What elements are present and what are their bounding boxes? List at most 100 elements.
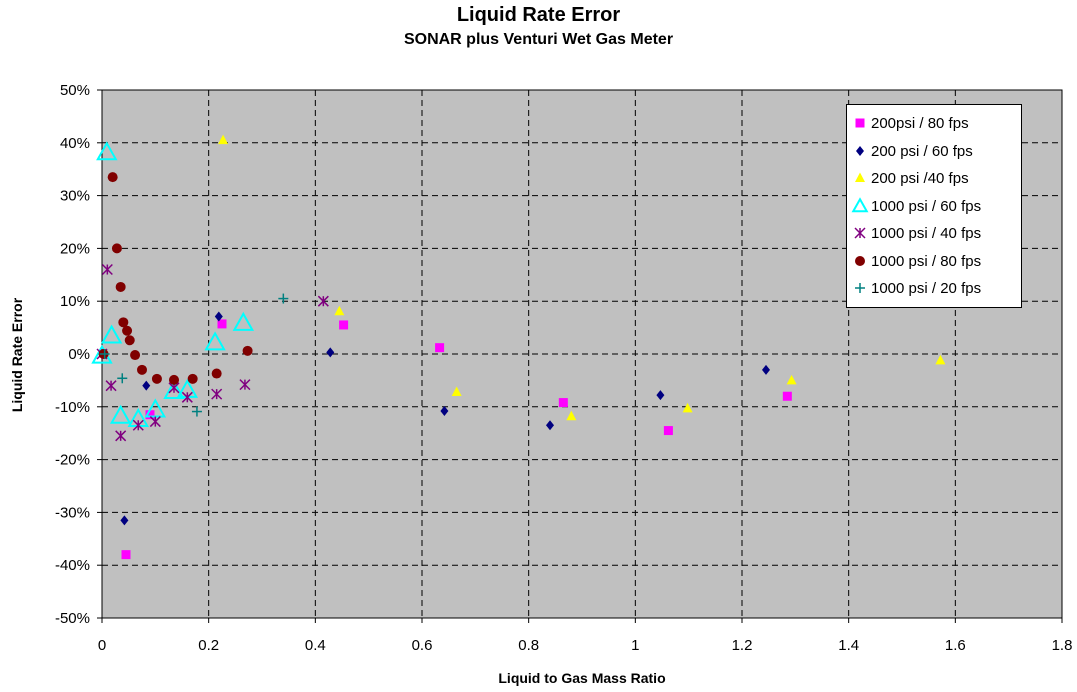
legend-marker	[855, 283, 865, 293]
y-tick-label: 40%	[60, 135, 90, 152]
x-tick-label: 1.4	[838, 637, 859, 654]
data-point	[142, 380, 151, 391]
data-point	[334, 305, 345, 316]
legend-item: 1000 psi / 80 fps	[847, 249, 1023, 275]
data-point	[99, 349, 110, 359]
data-point	[105, 380, 117, 392]
data-point	[96, 141, 118, 161]
data-point	[130, 350, 141, 361]
data-point	[117, 373, 128, 384]
y-tick-label: 10%	[60, 293, 90, 310]
y-tick-label: 30%	[60, 188, 90, 205]
legend-label: 200 psi /40 fps	[871, 170, 969, 187]
legend-item: 1000 psi / 60 fps	[847, 194, 1023, 220]
data-point	[239, 379, 251, 391]
legend-label: 1000 psi / 80 fps	[871, 252, 982, 270]
data-point	[169, 374, 179, 385]
legend-item: 1000 psi / 20 fps	[847, 276, 1023, 302]
chart-title: Liquid Rate Error	[456, 4, 621, 26]
chart-subtitle: SONAR plus Venturi Wet Gas Meter	[403, 31, 674, 48]
data-point	[242, 345, 253, 356]
x-tick-label: 1.8	[1052, 637, 1073, 654]
data-point	[145, 410, 155, 420]
y-tick-label: 0%	[68, 346, 90, 363]
data-point	[326, 347, 335, 358]
data-point	[682, 402, 693, 413]
series-7	[99, 293, 289, 417]
legend-label: 1000 psi / 60 fps	[871, 197, 982, 215]
y-tick-label: -50%	[55, 610, 90, 627]
series-3	[218, 134, 946, 421]
data-point	[101, 263, 113, 276]
data-point	[851, 196, 869, 212]
data-point	[115, 430, 127, 442]
legend-marker	[855, 172, 865, 182]
data-point	[151, 373, 162, 384]
legend-label: 200 psi / 60 fps	[871, 142, 973, 160]
y-tick-label: -10%	[55, 399, 90, 416]
data-point	[855, 118, 865, 128]
legend-marker	[854, 227, 866, 239]
x-axis-label: Liquid to Gas Mass Ratio	[498, 670, 666, 686]
data-point	[100, 324, 123, 344]
x-tick-label: 1.2	[732, 637, 753, 654]
data-point	[935, 354, 946, 365]
data-point	[124, 335, 135, 346]
data-point	[232, 311, 255, 331]
data-point	[217, 319, 227, 329]
data-point	[118, 317, 129, 328]
data-point	[191, 406, 202, 417]
data-point	[855, 255, 865, 266]
legend-label: 1000 psi / 20 fps	[871, 280, 982, 297]
data-point	[339, 320, 349, 330]
data-point	[137, 364, 147, 375]
legend-item: 1000 psi / 40 fps	[847, 221, 1023, 247]
data-point	[317, 295, 329, 307]
data-point	[451, 386, 462, 397]
data-point	[121, 550, 131, 560]
x-tick-label: 0.6	[412, 637, 433, 654]
data-point	[181, 391, 193, 403]
data-point	[144, 398, 167, 418]
series-6	[98, 172, 253, 385]
x-tick-label: 1	[631, 637, 639, 654]
data-point	[132, 419, 144, 431]
legend: 200psi / 80 fps 200 psi / 60 fps 200 psi /…	[846, 104, 1022, 308]
legend-marker	[851, 196, 869, 212]
data-point	[204, 331, 226, 351]
legend-label: 1000 psi / 40 fps	[871, 225, 982, 242]
series-2	[120, 311, 770, 526]
data-point	[440, 406, 449, 417]
data-point	[211, 388, 223, 400]
data-point	[566, 410, 577, 421]
legend-marker	[856, 145, 864, 156]
data-point	[855, 283, 865, 293]
data-point	[656, 390, 665, 401]
data-point	[762, 364, 770, 375]
data-point	[854, 227, 866, 239]
series-5	[96, 263, 329, 442]
axis-ticks: 0 0.2 0.4 0.6 0.8 1 1.2 1.4 1.6 1.8 -50% -40% -30% -2…	[55, 82, 1072, 654]
x-tick-label: 0	[98, 637, 106, 654]
data-point	[109, 404, 132, 424]
y-tick-label: -30%	[55, 504, 90, 521]
grid-lines	[102, 90, 1062, 618]
data-point	[187, 373, 198, 384]
x-tick-label: 0.4	[305, 637, 326, 654]
y-tick-label: 20%	[60, 240, 90, 257]
data-point	[855, 172, 865, 182]
x-tick-label: 0.2	[198, 637, 219, 654]
data-point	[558, 398, 568, 408]
data-point	[546, 420, 554, 431]
y-axis-label: Liquid Rate Error	[9, 297, 25, 413]
data-point	[435, 343, 445, 353]
legend-item: 200psi / 80 fps	[847, 111, 1023, 137]
data-point	[163, 379, 185, 399]
legend-item: 200 psi / 60 fps	[847, 139, 1023, 165]
data-point	[149, 416, 161, 428]
series-4	[91, 141, 255, 427]
data-point	[214, 311, 223, 322]
series-1	[121, 319, 792, 560]
x-tick-label: 1.6	[945, 637, 966, 654]
data-point	[122, 325, 133, 336]
